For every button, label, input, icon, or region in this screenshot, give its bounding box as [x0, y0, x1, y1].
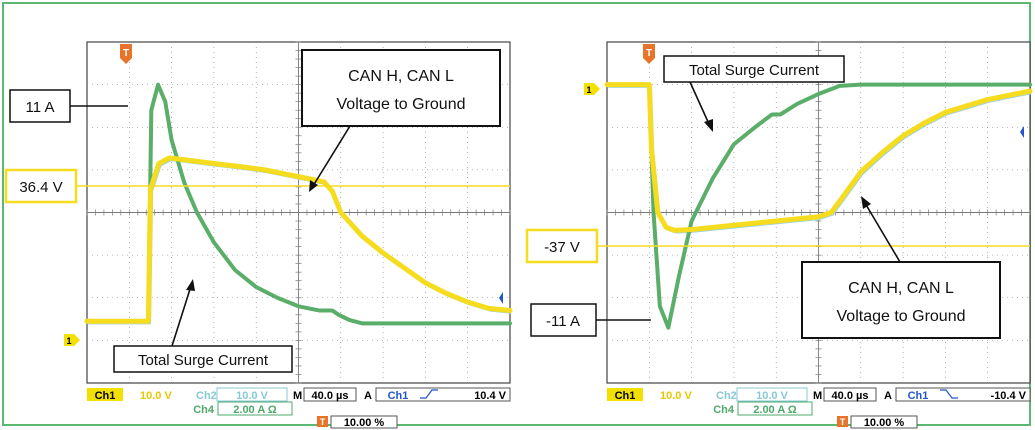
left-surge-arrow-line [171, 285, 192, 347]
right-voltage-level-box [525, 228, 599, 264]
left-trigger-marker: T [120, 44, 132, 64]
left-position-indicator-icon [499, 292, 503, 304]
right-ch2-label: Ch2 [716, 390, 737, 402]
right-status-bar: Ch1 10.0 V Ch2 10.0 V M 40.0 µs A Ch1 -1… [607, 387, 1031, 429]
left-m-label: M [293, 390, 302, 402]
right-series-can-voltage [604, 82, 1033, 233]
right-can-arrowhead-icon [861, 196, 871, 209]
left-surge-label: Total Surge Current [138, 352, 269, 369]
right-ch1-ref-marker: 1 [584, 83, 600, 95]
right-ch1-label: Ch1 [615, 390, 636, 402]
left-ref-label: 1 [66, 336, 71, 346]
right-m-label: M [813, 390, 822, 402]
left-series-can-voltage [84, 155, 513, 324]
left-ch4-value: 2.00 A Ω [233, 404, 277, 416]
left-ch2-label: Ch2 [196, 390, 217, 402]
left-ch1-badge [87, 388, 123, 401]
right-surge-label: Total Surge Current [689, 62, 820, 79]
left-m-box [303, 387, 357, 402]
right-falling-edge-icon [940, 389, 958, 399]
right-surge-arrow-line [689, 81, 710, 125]
left-ch4-label: Ch4 [193, 404, 215, 416]
left-current-peak-label: 11 A [26, 99, 55, 116]
left-ch2-box [216, 387, 288, 402]
right-can-label-line2: Voltage to Ground [837, 308, 966, 325]
left-a-box [375, 387, 511, 402]
left-status-bar: Ch1 10.0 V Ch2 10.0 V M 40.0 µs A Ch1 10… [87, 387, 511, 429]
right-a-label: A [884, 390, 892, 402]
right-ch4-label: Ch4 [713, 404, 735, 416]
left-rising-edge-icon [420, 389, 438, 399]
right-surge-label-box [663, 55, 845, 83]
left-series-surge-current [85, 82, 512, 326]
left-t-value: 10.00 % [344, 417, 385, 429]
right-traces [604, 82, 1033, 330]
left-t-box [330, 415, 398, 429]
right-current-peak-box [530, 303, 597, 337]
left-can-label-box [301, 49, 501, 127]
right-t-label: T [840, 417, 846, 427]
right-ch1-value: 10.0 V [660, 390, 692, 402]
right-ch4-box [737, 401, 813, 416]
right-t-value: 10.00 % [864, 417, 905, 429]
left-scope: T 1 11 A 36.4 V CAN H, CAN L Voltage to … [4, 41, 513, 429]
right-ch4-value: 2.00 A Ω [753, 404, 797, 416]
right-can-label-box [801, 261, 1001, 339]
right-trigger-label: T [646, 48, 652, 59]
right-ref-label: 1 [586, 85, 591, 95]
right-position-indicator-icon [1020, 126, 1024, 138]
right-current-peak-label: -11 A [546, 313, 580, 330]
right-t-box [850, 415, 918, 429]
left-ch2-value: 10.0 V [236, 390, 268, 402]
left-can-arrow-line [312, 125, 351, 187]
left-voltage-level-box [4, 168, 78, 204]
left-ch1-value: 10.0 V [140, 390, 172, 402]
left-voltage-level-label: 36.4 V [19, 179, 62, 196]
left-m-value: 40.0 µs [312, 390, 349, 402]
right-ch1-badge [607, 388, 643, 401]
left-a-label: A [364, 390, 372, 402]
right-ch2-box [736, 387, 808, 402]
left-surge-arrowhead-icon [186, 279, 195, 291]
left-ch4-box [217, 401, 293, 416]
left-can-arrowhead-icon [309, 180, 318, 192]
left-ch1-label: Ch1 [95, 390, 116, 402]
right-m-value: 40.0 µs [832, 390, 869, 402]
right-a-channel: Ch1 [908, 390, 929, 402]
left-a-level: 10.4 V [474, 390, 506, 402]
right-voltage-level-label: -37 V [544, 239, 580, 256]
left-a-channel: Ch1 [388, 390, 409, 402]
right-a-level: -10.4 V [991, 390, 1027, 402]
left-can-label-line1: CAN H, CAN L [348, 68, 454, 85]
right-series-surge-current [605, 82, 1032, 330]
left-t-badge [317, 416, 328, 427]
right-can-label-line1: CAN H, CAN L [848, 280, 954, 297]
right-trigger-marker: T [643, 44, 655, 64]
right-scope: T 1 -37 V -11 A Total Surge Current CAN … [525, 41, 1033, 429]
left-ch1-ref-marker: 1 [64, 334, 80, 346]
right-grid [606, 41, 1031, 384]
left-surge-label-box [113, 345, 293, 373]
right-m-box [823, 387, 877, 402]
left-trigger-label: T [123, 48, 129, 59]
right-can-arrow-line [864, 202, 901, 263]
left-traces [84, 82, 513, 326]
left-can-label-line2: Voltage to Ground [337, 96, 466, 113]
right-a-box [895, 387, 1031, 402]
right-ch2-value: 10.0 V [756, 390, 788, 402]
right-t-badge [837, 416, 848, 427]
left-t-label: T [320, 417, 326, 427]
right-surge-arrowhead-icon [704, 119, 713, 132]
